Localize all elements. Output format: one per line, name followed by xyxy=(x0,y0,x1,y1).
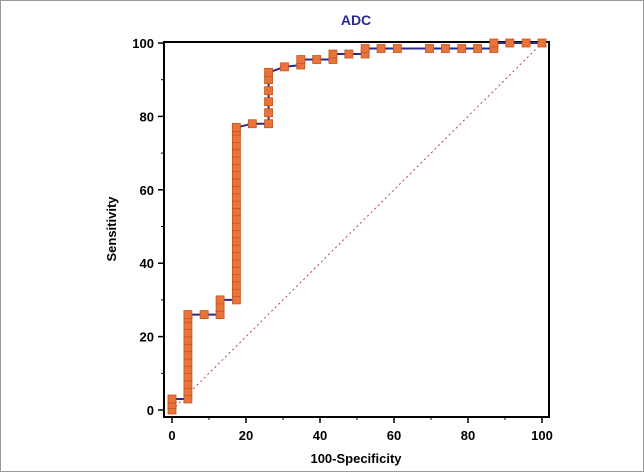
roc-point xyxy=(312,55,322,64)
roc-point xyxy=(231,141,241,151)
roc-point xyxy=(247,119,257,129)
roc-point xyxy=(489,38,499,48)
roc-point xyxy=(231,192,241,202)
roc-point xyxy=(360,44,370,53)
roc-point xyxy=(199,310,209,319)
y-tick-label: 80 xyxy=(140,109,154,124)
roc-point xyxy=(473,44,483,53)
roc-point xyxy=(183,343,193,353)
roc-point xyxy=(231,178,241,187)
roc-point xyxy=(183,379,193,389)
roc-point xyxy=(183,394,193,404)
y-tick-label: 40 xyxy=(140,256,154,271)
roc-point xyxy=(231,280,241,290)
y-axis: 0 20 40 60 80 100 xyxy=(132,36,164,418)
roc-point xyxy=(183,387,193,397)
roc-point xyxy=(231,170,241,180)
roc-point xyxy=(231,163,241,173)
roc-point xyxy=(183,372,193,382)
roc-point xyxy=(231,185,241,195)
roc-point xyxy=(264,75,273,85)
roc-point xyxy=(264,108,273,118)
roc-point xyxy=(215,295,225,305)
roc-point xyxy=(231,236,241,246)
y-tick-label: 60 xyxy=(140,183,154,198)
roc-point xyxy=(296,55,306,64)
roc-point xyxy=(215,310,225,319)
roc-point xyxy=(264,67,273,77)
roc-point xyxy=(264,97,273,107)
roc-point xyxy=(231,156,241,165)
x-tick-label: 100 xyxy=(531,428,553,443)
roc-point xyxy=(231,214,241,224)
roc-point xyxy=(231,266,241,275)
roc-point xyxy=(231,273,241,283)
roc-point xyxy=(167,394,177,404)
y-axis-title: Sensitivity xyxy=(104,196,119,262)
roc-point xyxy=(183,335,193,345)
roc-point xyxy=(183,328,193,338)
roc-point xyxy=(231,134,241,143)
roc-point xyxy=(264,86,273,96)
roc-point xyxy=(183,357,193,367)
roc-point xyxy=(231,244,241,253)
roc-point xyxy=(183,310,193,319)
roc-point xyxy=(280,62,289,72)
roc-point xyxy=(215,302,225,312)
roc-markers xyxy=(167,38,547,415)
roc-point xyxy=(521,38,531,48)
roc-point xyxy=(392,44,402,53)
roc-point xyxy=(183,350,193,360)
y-tick-label: 100 xyxy=(132,36,154,51)
x-tick-label: 0 xyxy=(168,428,175,443)
x-tick-label: 40 xyxy=(313,428,327,443)
roc-point xyxy=(231,251,241,261)
roc-point xyxy=(231,123,241,132)
roc-point xyxy=(328,49,338,59)
roc-point xyxy=(264,119,273,129)
roc-point xyxy=(231,207,241,217)
roc-point xyxy=(441,44,450,53)
x-axis: 0 20 40 60 80 100 xyxy=(168,417,553,443)
roc-point xyxy=(344,49,354,59)
chart-title: ADC xyxy=(341,12,371,28)
x-tick-label: 20 xyxy=(239,428,253,443)
roc-point xyxy=(231,288,241,297)
roc-point xyxy=(425,44,434,53)
roc-point xyxy=(505,38,515,48)
roc-point xyxy=(376,44,386,53)
roc-point xyxy=(231,222,241,231)
roc-point xyxy=(537,38,547,48)
y-tick-label: 20 xyxy=(140,330,154,345)
x-axis-title: 100-Specificity xyxy=(310,451,402,466)
roc-point xyxy=(183,321,193,330)
y-tick-label: 0 xyxy=(147,403,154,418)
roc-point xyxy=(457,44,467,53)
roc-point xyxy=(183,365,193,375)
roc-point xyxy=(231,148,241,158)
roc-point xyxy=(231,258,241,268)
x-tick-label: 80 xyxy=(461,428,475,443)
x-tick-label: 60 xyxy=(387,428,401,443)
roc-point xyxy=(231,200,241,209)
roc-point xyxy=(231,229,241,239)
roc-point xyxy=(231,295,241,305)
reference-line xyxy=(171,42,543,411)
